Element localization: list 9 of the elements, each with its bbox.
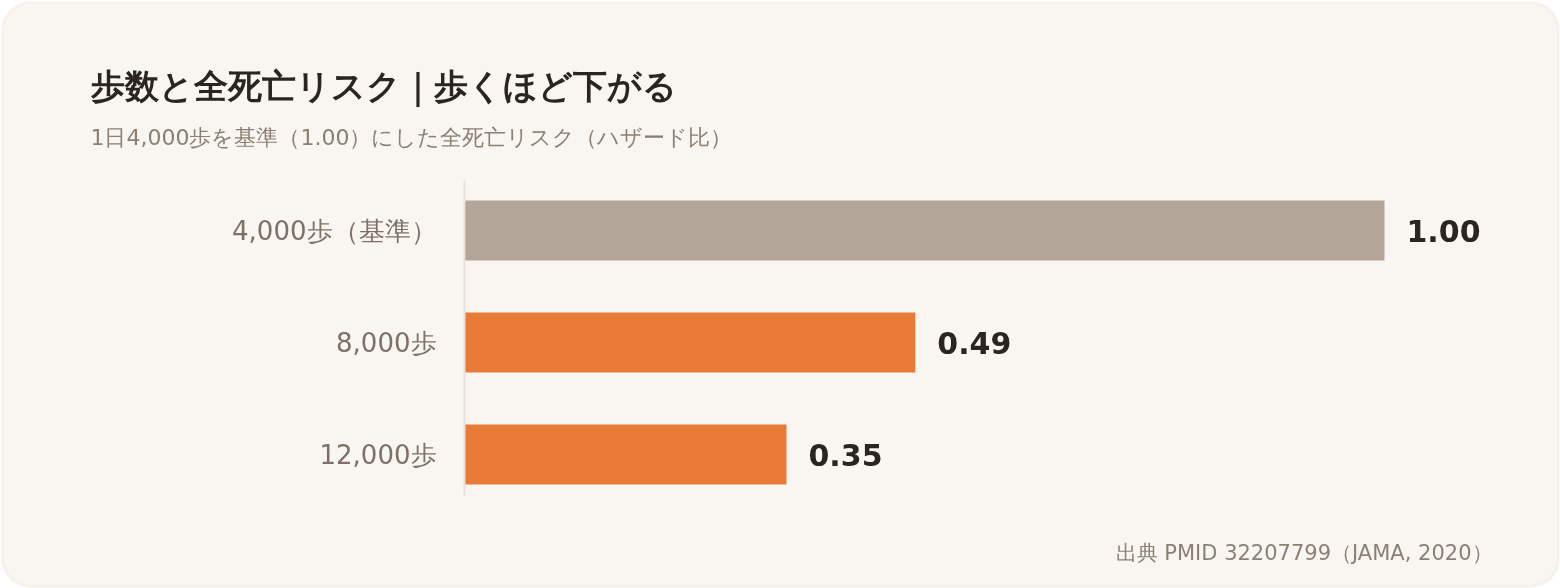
data-label: 0.49 <box>937 325 1012 361</box>
source-note: 出典 PMID 32207799（JAMA, 2020） <box>1115 540 1493 565</box>
data-label: 1.00 <box>1406 213 1481 249</box>
y-tick-label: 12,000歩 <box>319 439 437 470</box>
y-tick-label: 8,000歩 <box>336 327 437 358</box>
chart-title: 歩数と全死亡リスク｜歩くほど下がる <box>89 65 677 108</box>
y-tick-label: 4,000歩（基準） <box>232 215 437 246</box>
chart-subtitle: 1日4,000歩を基準（1.00）にした全死亡リスク（ハザード比） <box>90 125 733 150</box>
data-label: 0.35 <box>808 437 883 473</box>
